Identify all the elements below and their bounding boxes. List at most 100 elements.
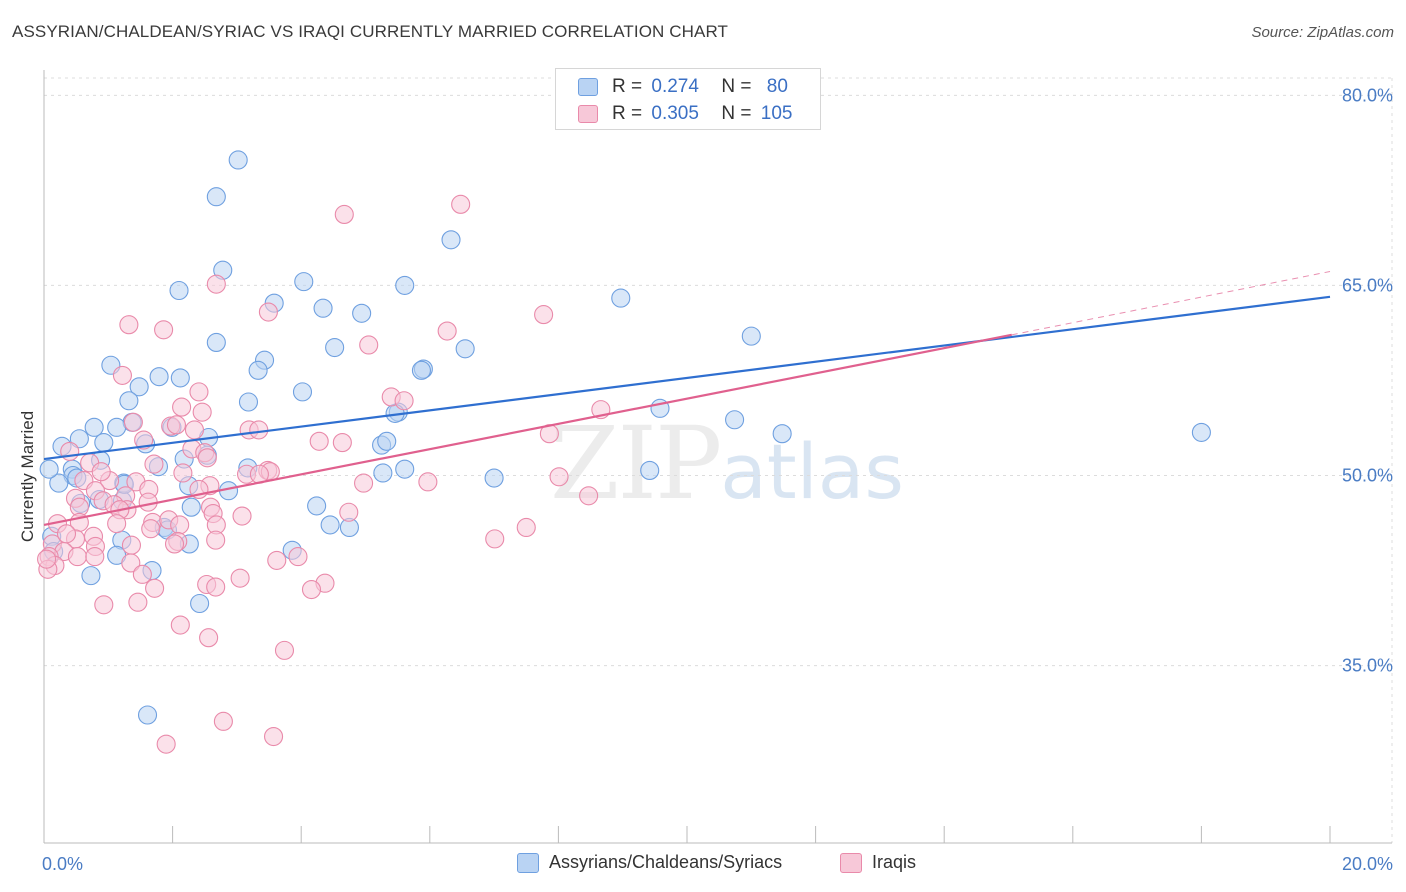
data-point xyxy=(49,473,69,493)
data-point xyxy=(119,391,139,411)
data-point xyxy=(258,302,278,322)
data-point xyxy=(91,462,111,482)
data-point xyxy=(112,365,132,385)
legend-item-iraqis[interactable]: Iraqis xyxy=(840,852,916,873)
legend-swatch-blue xyxy=(578,78,598,96)
data-point xyxy=(166,415,187,435)
data-point xyxy=(107,514,127,534)
data-point xyxy=(128,592,148,612)
data-point xyxy=(248,360,268,380)
data-point xyxy=(145,578,165,598)
legend-r-label: R = xyxy=(612,103,643,124)
data-point xyxy=(294,272,314,292)
data-point xyxy=(334,204,354,225)
legend-r-label: R = xyxy=(612,76,643,97)
y-tick-label: 35.0% xyxy=(1342,656,1393,676)
legend-label-assyrians: Assyrians/Chaldeans/Syriacs xyxy=(549,852,783,872)
data-point xyxy=(339,502,359,522)
data-point xyxy=(39,459,59,479)
data-point xyxy=(640,460,660,480)
data-point xyxy=(206,577,226,597)
legend-row-iraqis: R = 0.305 N = 105 xyxy=(578,102,792,126)
watermark: ZIPatlas xyxy=(550,405,904,522)
data-point xyxy=(288,547,308,567)
data-point xyxy=(206,332,226,353)
data-point xyxy=(119,315,139,335)
data-point xyxy=(199,628,219,648)
data-point xyxy=(441,230,461,250)
data-point xyxy=(485,529,505,549)
data-point xyxy=(772,424,792,444)
data-point xyxy=(373,463,393,483)
data-point xyxy=(484,468,504,488)
data-point xyxy=(121,553,141,573)
data-point xyxy=(190,593,210,614)
data-point xyxy=(121,535,141,555)
data-point xyxy=(549,467,569,487)
data-point xyxy=(332,433,352,453)
data-point xyxy=(307,496,327,516)
data-point xyxy=(206,530,226,550)
trend-line xyxy=(43,333,1012,527)
data-point xyxy=(238,392,259,412)
watermark-atlas: atlas xyxy=(720,427,904,516)
data-point xyxy=(309,431,329,451)
data-point xyxy=(94,595,114,615)
series-legend: Assyrians/Chaldeans/Syriacs Iraqis xyxy=(0,852,1406,876)
data-point xyxy=(107,417,127,437)
legend-n-value: 105 xyxy=(760,103,793,124)
data-point xyxy=(418,472,438,492)
watermark-zip: ZIP xyxy=(550,405,722,522)
data-point xyxy=(60,441,80,461)
legend-swatch-pink xyxy=(578,105,598,123)
legend-r-value: 0.274 xyxy=(651,76,699,97)
data-point xyxy=(84,417,104,437)
y-axis-label: Currently Married xyxy=(18,411,37,542)
data-point xyxy=(69,429,89,449)
data-point xyxy=(359,335,379,355)
data-point xyxy=(169,280,189,301)
data-point xyxy=(352,303,372,323)
data-point xyxy=(172,397,192,417)
legend-n-label: N = xyxy=(721,103,752,124)
data-point xyxy=(170,368,190,388)
legend-swatch-blue xyxy=(517,852,539,873)
data-point xyxy=(411,360,431,380)
data-point xyxy=(725,410,745,430)
data-point xyxy=(395,275,415,295)
data-point xyxy=(292,382,313,402)
data-point xyxy=(141,519,161,539)
data-point xyxy=(37,549,57,569)
data-point xyxy=(320,515,340,535)
data-point xyxy=(264,727,284,747)
correlation-legend: R = 0.274 N = 80 R = 0.305 N = 105 xyxy=(555,68,821,130)
data-point xyxy=(741,326,761,346)
legend-swatch-pink xyxy=(840,852,862,873)
y-tick-label: 65.0% xyxy=(1342,275,1393,295)
data-point xyxy=(132,564,152,584)
data-point xyxy=(154,320,174,340)
data-point xyxy=(170,615,190,635)
data-point xyxy=(156,734,176,754)
data-point xyxy=(206,274,226,294)
data-point xyxy=(377,431,397,451)
data-point xyxy=(144,454,164,474)
data-point xyxy=(134,430,154,450)
data-point xyxy=(170,515,190,535)
data-point xyxy=(85,547,105,567)
data-point xyxy=(455,339,475,359)
legend-item-assyrians[interactable]: Assyrians/Chaldeans/Syriacs xyxy=(517,852,782,873)
data-point xyxy=(189,382,209,402)
data-point xyxy=(394,391,414,411)
data-point xyxy=(206,187,226,207)
data-point xyxy=(611,288,631,308)
data-point xyxy=(81,566,101,586)
data-point xyxy=(313,298,333,318)
data-point xyxy=(228,150,248,170)
x-tick-label: 20.0% xyxy=(1342,854,1393,874)
data-point xyxy=(516,517,536,538)
data-point xyxy=(94,433,114,453)
data-point xyxy=(579,486,599,506)
axes xyxy=(43,70,1392,844)
